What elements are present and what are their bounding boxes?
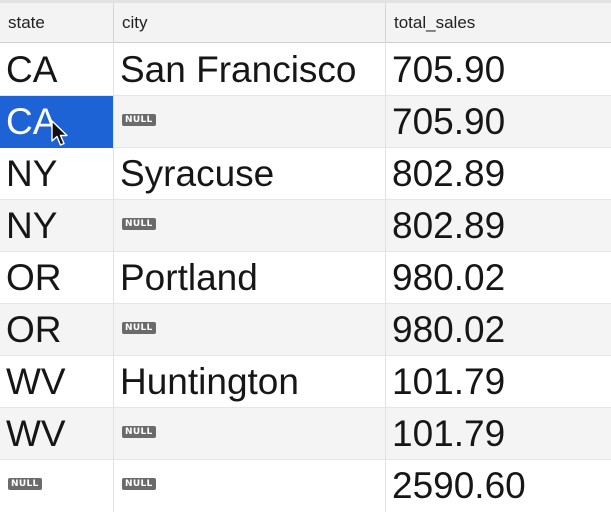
cell-total-sales[interactable]: 980.02 [392, 309, 506, 350]
cell-total-sales[interactable]: 802.89 [392, 153, 506, 194]
cell-total-sales[interactable]: 705.90 [392, 49, 506, 90]
cell-state[interactable]: NULL [0, 460, 114, 512]
table-row[interactable]: CA NULL 705.90 [0, 96, 611, 148]
cell-state[interactable]: OR [0, 304, 114, 356]
cell-total-sales[interactable]: 705.90 [392, 101, 506, 142]
null-badge: NULL [122, 218, 156, 231]
table-row[interactable]: CA San Francisco 705.90 [0, 44, 611, 96]
table-row-total[interactable]: NULL NULL 2590.60 [0, 460, 611, 514]
cell-city[interactable]: NULL [114, 304, 386, 356]
cell-city[interactable]: NULL [114, 460, 386, 512]
cell-state[interactable]: WV [0, 356, 114, 408]
table-row[interactable]: OR Portland 980.02 [0, 252, 611, 304]
table-row[interactable]: NY Syracuse 802.89 [0, 148, 611, 200]
null-badge: NULL [122, 322, 156, 335]
cell-city[interactable]: Syracuse [114, 148, 386, 200]
column-header-city[interactable]: city [114, 3, 386, 43]
cell-city[interactable]: NULL [114, 96, 386, 148]
cell-city[interactable]: Huntington [114, 356, 386, 408]
null-badge: NULL [122, 426, 156, 439]
cell-state[interactable]: OR [0, 252, 114, 304]
cell-total-sales[interactable]: 101.79 [392, 413, 506, 454]
column-header-total-sales[interactable]: total_sales [394, 13, 476, 32]
table-row[interactable]: NY NULL 802.89 [0, 200, 611, 252]
cell-total-sales[interactable]: 980.02 [392, 257, 506, 298]
null-badge: NULL [8, 478, 42, 491]
cell-state[interactable]: NY [0, 148, 114, 200]
cell-city[interactable]: NULL [114, 200, 386, 252]
table-row[interactable]: WV Huntington 101.79 [0, 356, 611, 408]
null-badge: NULL [122, 478, 156, 491]
cell-city[interactable]: San Francisco [114, 44, 386, 96]
top-border [0, 0, 611, 3]
null-badge: NULL [122, 114, 156, 127]
table-row[interactable]: WV NULL 101.79 [0, 408, 611, 460]
cell-state[interactable]: WV [0, 408, 114, 460]
grid-header: state city total_sales [0, 3, 611, 43]
cell-state-selected[interactable]: CA [0, 96, 114, 148]
cell-state[interactable]: CA [0, 44, 114, 96]
table-row[interactable]: OR NULL 980.02 [0, 304, 611, 356]
cell-city[interactable]: Portland [114, 252, 386, 304]
cell-state[interactable]: NY [0, 200, 114, 252]
column-header-state[interactable]: state [0, 3, 114, 43]
cell-city[interactable]: NULL [114, 408, 386, 460]
cell-total-sales[interactable]: 101.79 [392, 361, 506, 402]
cell-total-sales[interactable]: 2590.60 [392, 465, 526, 506]
cell-total-sales[interactable]: 802.89 [392, 205, 506, 246]
